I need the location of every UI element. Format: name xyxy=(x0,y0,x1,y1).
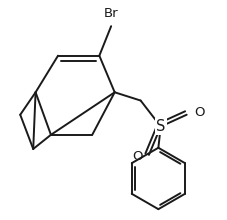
Text: Br: Br xyxy=(104,7,118,20)
Text: O: O xyxy=(194,106,205,119)
Text: S: S xyxy=(156,119,165,134)
Text: O: O xyxy=(132,150,142,163)
